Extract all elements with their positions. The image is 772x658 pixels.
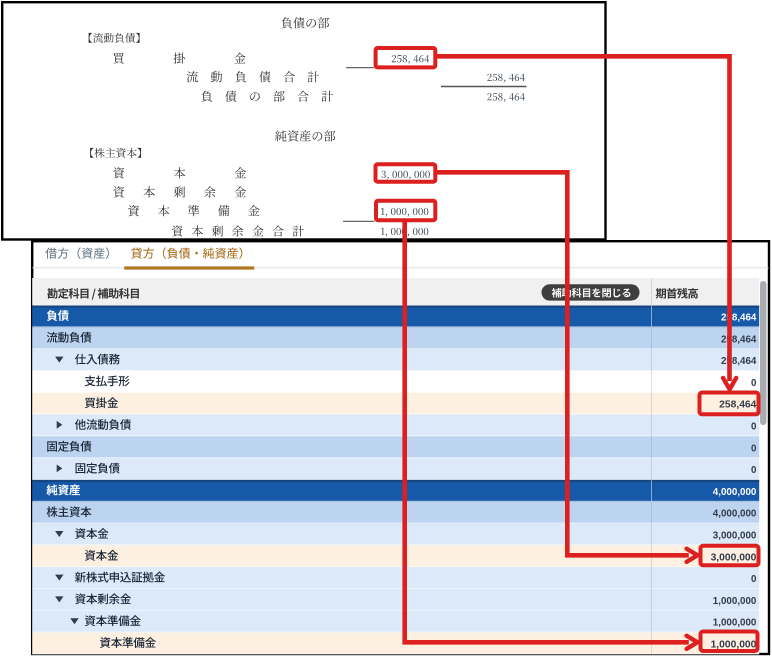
svg-text:3,000,000: 3,000,000: [711, 552, 757, 563]
svg-text:0: 0: [751, 574, 757, 585]
svg-text:1,000,000: 1,000,000: [713, 596, 757, 607]
svg-text:4,000,000: 4,000,000: [713, 487, 757, 498]
svg-text:0: 0: [751, 378, 757, 389]
svg-text:4,000,000: 4,000,000: [713, 509, 757, 520]
svg-text:1,000,000: 1,000,000: [711, 640, 757, 651]
svg-text:0: 0: [751, 422, 757, 433]
svg-text:0: 0: [751, 465, 757, 476]
svg-text:0: 0: [751, 443, 757, 454]
svg-text:258,464: 258,464: [719, 400, 756, 411]
svg-text:1,000,000: 1,000,000: [713, 618, 757, 629]
svg-text:258,464: 258,464: [721, 313, 757, 324]
svg-text:258,464: 258,464: [721, 356, 757, 367]
svg-text:258,464: 258,464: [721, 334, 757, 345]
svg-text:3,000,000: 3,000,000: [713, 531, 757, 542]
